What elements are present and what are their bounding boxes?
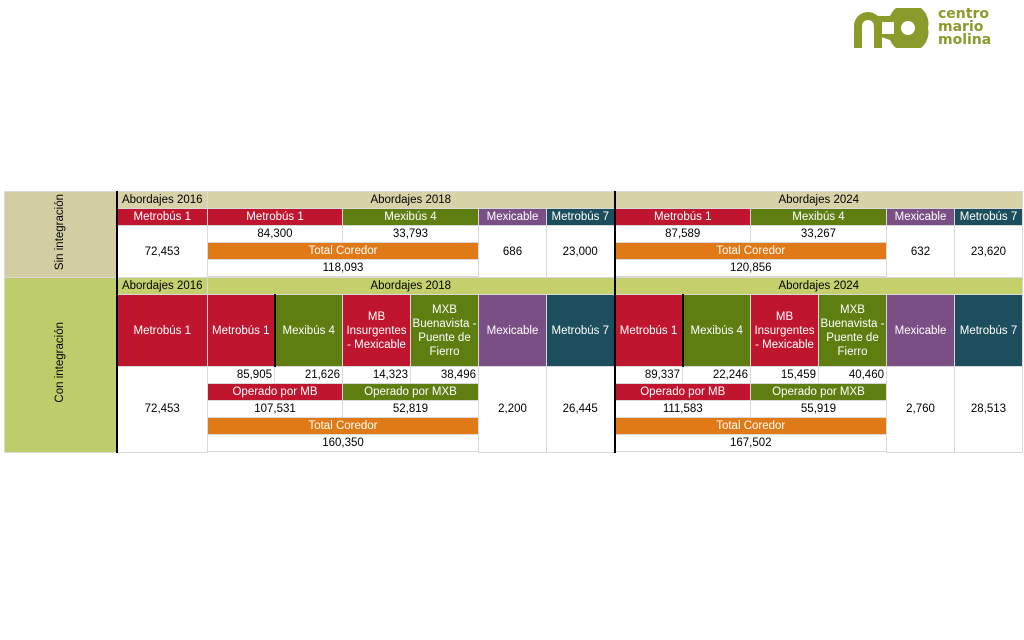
sin-2024-total-value: 120,856	[613, 259, 887, 277]
sin-2018-mb7-value: 23,000	[546, 225, 615, 278]
con-2018-op-mb-label: Operado por MB	[207, 383, 343, 401]
con-2024-mx4-label: Mexibús 4	[682, 294, 751, 367]
con-2024-op-mxb-label: Operado por MXB	[750, 383, 887, 401]
sin-2024-mb1-value: 87,589	[613, 225, 751, 243]
sin-2018-mxc-value: 686	[478, 225, 547, 278]
con-2018-op-mb-value: 107,531	[207, 400, 343, 418]
con-2018-total-label: Total Coredor	[207, 417, 479, 435]
section-label-sin: Sin integración	[54, 194, 67, 271]
sin-2016-mb1-label: Metrobús 1	[115, 208, 208, 226]
sin-2024-mx4-label: Mexibús 4	[750, 208, 887, 226]
con-2018-mb7-value: 26,445	[546, 366, 615, 453]
sin-2024-mb7-label: Metrobús 7	[954, 208, 1023, 226]
header-2016-sin: Abordajes 2016	[115, 191, 208, 209]
sin-2018-total-label: Total Coredor	[207, 242, 479, 260]
con-2018-total-value: 160,350	[207, 434, 479, 452]
con-2024-mx4-value: 22,246	[682, 366, 751, 384]
con-2018-mx4-value: 21,626	[274, 366, 343, 384]
centro-mario-molina-logo: centro mario molina	[850, 3, 1000, 53]
con-2024-op-mb-label: Operado por MB	[613, 383, 751, 401]
con-2016-mb1-label: Metrobús 1	[115, 294, 208, 367]
con-2024-mb1-value: 89,337	[613, 366, 683, 384]
con-2018-mx4-label: Mexibús 4	[274, 294, 343, 367]
sin-2018-mxc-label: Mexicable	[478, 208, 547, 226]
con-2018-mxb-label: MXB Buenavista - Puente de Fierro	[410, 294, 479, 367]
logo-line-1: centro	[938, 6, 989, 22]
logo-text: centro mario molina	[938, 6, 992, 48]
sin-2018-mx4-label: Mexibús 4	[342, 208, 479, 226]
logo-mark-icon	[854, 3, 929, 53]
con-2024-mbi-label: MB Insurgentes - Mexicable	[750, 294, 819, 367]
con-2024-mxc-label: Mexicable	[886, 294, 955, 367]
sin-2016-mb1-value: 72,453	[115, 225, 208, 278]
con-2024-mxb-label: MXB Buenavista - Puente de Fierro	[818, 294, 887, 367]
sin-2018-mx4-value: 33,793	[342, 225, 479, 243]
header-2024-sin: Abordajes 2024	[613, 191, 1023, 209]
con-2024-mb7-label: Metrobús 7	[954, 294, 1023, 367]
section-con-integracion: Con integración	[4, 277, 117, 453]
con-2018-mxc-value: 2,200	[478, 366, 547, 453]
con-2024-op-mxb-value: 55,919	[750, 400, 887, 418]
sin-2018-mb7-label: Metrobús 7	[546, 208, 615, 226]
con-2016-mb1-value: 72,453	[115, 366, 208, 453]
con-2018-op-mxb-value: 52,819	[342, 400, 479, 418]
con-2024-op-mb-value: 111,583	[613, 400, 751, 418]
con-2024-mxb-value: 40,460	[818, 366, 887, 384]
con-2024-mb1-label: Metrobús 1	[613, 294, 684, 367]
section-label-con: Con integración	[54, 322, 67, 404]
con-2024-mxc-value: 2,760	[886, 366, 955, 453]
sin-2024-total-label: Total Coredor	[613, 242, 887, 260]
con-2018-mxb-value: 38,496	[410, 366, 479, 384]
con-2018-op-mxb-label: Operado por MXB	[342, 383, 479, 401]
sin-2024-mb7-value: 23,620	[954, 225, 1023, 278]
sin-2024-mxc-label: Mexicable	[886, 208, 955, 226]
con-2018-mbi-value: 14,323	[342, 366, 411, 384]
logo-line-2: mario	[938, 19, 984, 35]
section-sin-integracion: Sin integración	[4, 191, 117, 278]
sin-2018-mb1-label: Metrobús 1	[207, 208, 343, 226]
logo-line-3: molina	[938, 32, 992, 48]
con-2024-total-label: Total Coredor	[613, 417, 887, 435]
con-2018-mbi-label: MB Insurgentes - Mexicable	[342, 294, 411, 367]
con-2024-mb7-value: 28,513	[954, 366, 1023, 453]
sin-2018-mb1-value: 84,300	[207, 225, 343, 243]
con-2024-total-value: 167,502	[613, 434, 887, 452]
sin-2024-mxc-value: 632	[886, 225, 955, 278]
con-2018-mxc-label: Mexicable	[478, 294, 547, 367]
header-2024-con: Abordajes 2024	[613, 277, 1023, 295]
header-2016-con: Abordajes 2016	[115, 277, 208, 295]
boardings-table: Sin integración Abordajes 2016 Abordajes…	[4, 191, 1023, 453]
con-2018-mb1-value: 85,905	[207, 366, 275, 384]
con-2018-mb1-label: Metrobús 1	[207, 294, 276, 367]
sin-2018-total-value: 118,093	[207, 259, 479, 277]
con-2024-mbi-value: 15,459	[750, 366, 819, 384]
header-2018-con: Abordajes 2018	[207, 277, 615, 295]
header-2018-sin: Abordajes 2018	[207, 191, 615, 209]
sin-2024-mb1-label: Metrobús 1	[613, 208, 751, 226]
con-2018-mb7-label: Metrobús 7	[546, 294, 615, 367]
sin-2024-mx4-value: 33,267	[750, 225, 887, 243]
